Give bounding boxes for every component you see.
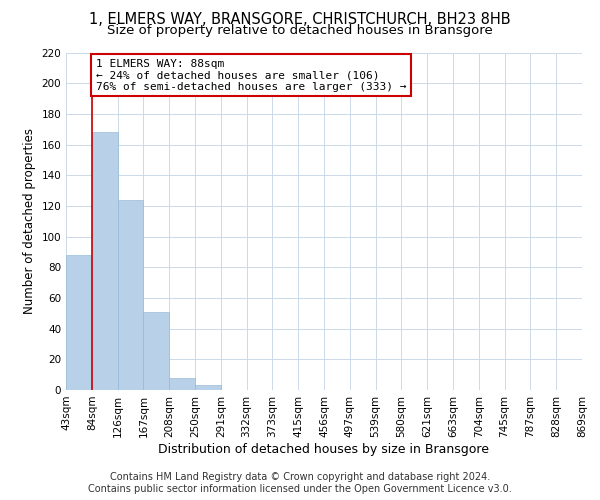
Text: 1, ELMERS WAY, BRANSGORE, CHRISTCHURCH, BH23 8HB: 1, ELMERS WAY, BRANSGORE, CHRISTCHURCH, … [89,12,511,28]
Text: Size of property relative to detached houses in Bransgore: Size of property relative to detached ho… [107,24,493,37]
Bar [118,200,143,390]
Bar [195,386,221,390]
Text: 1 ELMERS WAY: 88sqm
← 24% of detached houses are smaller (106)
76% of semi-detac: 1 ELMERS WAY: 88sqm ← 24% of detached ho… [95,58,406,92]
Bar [92,132,118,390]
Y-axis label: Number of detached properties: Number of detached properties [23,128,36,314]
Bar [66,255,92,390]
X-axis label: Distribution of detached houses by size in Bransgore: Distribution of detached houses by size … [158,442,490,456]
Bar [143,312,169,390]
Text: Contains HM Land Registry data © Crown copyright and database right 2024.
Contai: Contains HM Land Registry data © Crown c… [88,472,512,494]
Bar [169,378,195,390]
